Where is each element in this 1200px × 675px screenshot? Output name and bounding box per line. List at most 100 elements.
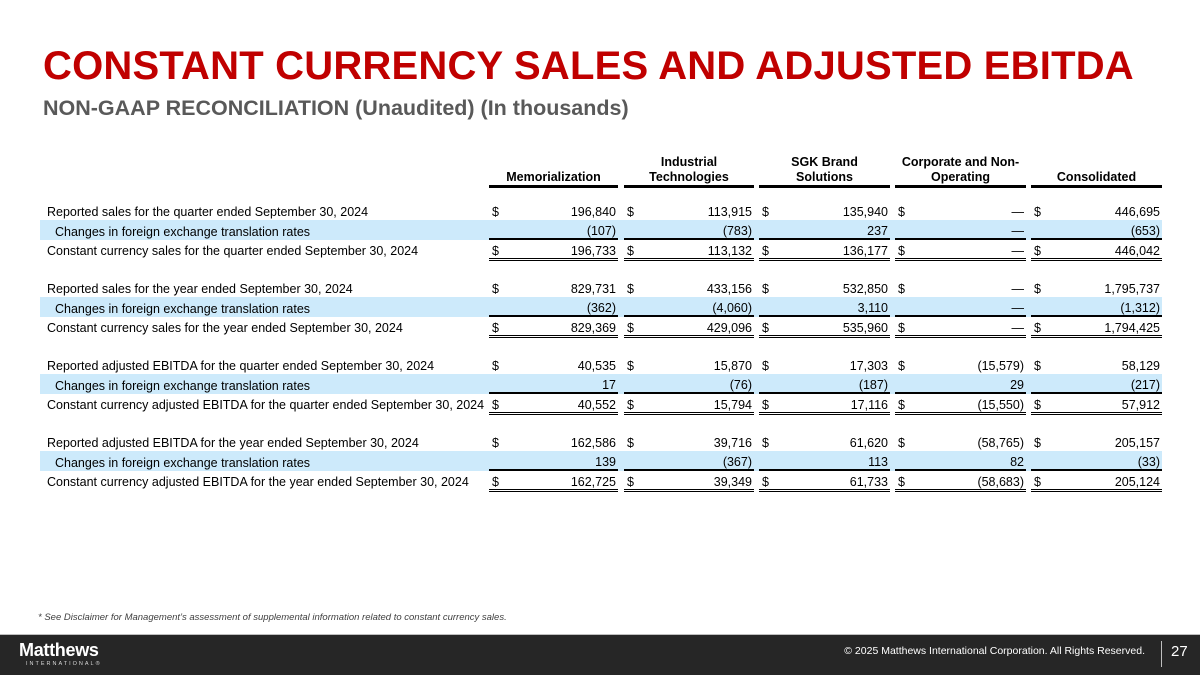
row-label: Constant currency adjusted EBITDA for th…	[47, 398, 485, 412]
cell-value: 196,840	[570, 205, 616, 219]
cell-value: 446,042	[1114, 244, 1160, 258]
column-header: Corporate and Non- Operating	[895, 155, 1026, 188]
currency-symbol: $	[627, 282, 634, 296]
cell-value: 136,177	[842, 244, 888, 258]
cell-value: —	[1011, 282, 1025, 296]
currency-symbol: $	[492, 475, 499, 489]
currency-symbol: $	[627, 475, 634, 489]
table-cell: $1,794,425	[1031, 318, 1162, 338]
table-cell: 237	[759, 220, 890, 240]
column-header: Memorialization	[489, 158, 618, 188]
currency-symbol: $	[762, 321, 769, 335]
cell-value: 135,940	[842, 205, 888, 219]
row-label: Reported adjusted EBITDA for the quarter…	[47, 359, 435, 373]
footer-bar: Matthews INTERNATIONAL® © 2025 Matthews …	[0, 634, 1200, 675]
currency-symbol: $	[1034, 321, 1041, 335]
table-cell: $ —	[895, 202, 1026, 222]
cell-value: 196,733	[570, 244, 616, 258]
currency-symbol: $	[627, 244, 634, 258]
column-header-label: Consolidated	[1056, 169, 1137, 184]
table-cell: $433,156	[624, 279, 754, 299]
table-cell: $446,042	[1031, 241, 1162, 261]
cell-value: (362)	[586, 301, 616, 315]
cell-value: 17,303	[849, 359, 888, 373]
cell-value: (15,550)	[977, 398, 1024, 412]
currency-symbol: $	[492, 205, 499, 219]
cell-value: 532,850	[842, 282, 888, 296]
table-cell: 17	[489, 374, 618, 394]
table-row: Constant currency adjusted EBITDA for th…	[40, 395, 1162, 415]
row-label: Changes in foreign exchange translation …	[55, 302, 311, 316]
table-row: Changes in foreign exchange translation …	[40, 297, 1162, 317]
table-cell: $ (15,550)	[895, 395, 1026, 415]
column-header-label: Memorialization	[506, 169, 601, 184]
cell-value: 17,116	[850, 398, 888, 412]
row-label: Reported adjusted EBITDA for the year en…	[47, 436, 419, 450]
currency-symbol: $	[1034, 436, 1041, 450]
cell-value: —	[1011, 321, 1025, 335]
table-row: Reported sales for the year ended Septem…	[40, 279, 1162, 299]
currency-symbol: $	[898, 475, 905, 489]
currency-symbol: $	[1034, 244, 1041, 258]
table-cell: $15,870	[624, 356, 754, 376]
row-label: Changes in foreign exchange translation …	[55, 225, 311, 239]
table-cell: $446,695	[1031, 202, 1162, 222]
footnote: * See Disclaimer for Management’s assess…	[38, 612, 507, 623]
cell-value: 39,716	[713, 436, 752, 450]
currency-symbol: $	[898, 359, 905, 373]
currency-symbol: $	[762, 436, 769, 450]
cell-value: (187)	[858, 378, 888, 392]
table-cell: $429,096	[624, 318, 754, 338]
cell-value: 237	[867, 224, 888, 238]
table-cell: (1,312)	[1031, 297, 1162, 317]
currency-symbol: $	[492, 244, 499, 258]
cell-value: 139	[595, 455, 616, 469]
table-cell: 29	[895, 374, 1026, 394]
currency-symbol: $	[492, 436, 499, 450]
table-cell: $136,177	[759, 241, 890, 261]
cell-value: 1,795,737	[1104, 282, 1160, 296]
currency-symbol: $	[627, 321, 634, 335]
table-cell: $17,303	[759, 356, 890, 376]
table-cell: $ —	[895, 279, 1026, 299]
table-cell: $ —	[895, 318, 1026, 338]
cell-value: 535,960	[842, 321, 888, 335]
table-cell: (187)	[759, 374, 890, 394]
currency-symbol: $	[898, 436, 905, 450]
row-label: Changes in foreign exchange translation …	[55, 456, 311, 470]
cell-value: (107)	[586, 224, 616, 238]
currency-symbol: $	[762, 244, 769, 258]
table-cell: $17,116	[759, 395, 890, 415]
page-subtitle: NON-GAAP RECONCILIATION (Unaudited) (In …	[43, 96, 629, 120]
cell-value: 162,725	[570, 475, 616, 489]
column-header-label: Corporate and Non- Operating	[901, 155, 1020, 184]
table-cell: (33)	[1031, 451, 1162, 471]
cell-value: 39,349	[713, 475, 752, 489]
currency-symbol: $	[1034, 282, 1041, 296]
table-cell: $532,850	[759, 279, 890, 299]
table-cell: (783)	[624, 220, 754, 240]
copyright-text: © 2025 Matthews International Corporatio…	[844, 645, 1145, 657]
table-cell: 113	[759, 451, 890, 471]
cell-value: (58,683)	[977, 475, 1024, 489]
currency-symbol: $	[627, 436, 634, 450]
currency-symbol: $	[492, 359, 499, 373]
currency-symbol: $	[762, 475, 769, 489]
cell-value: 40,535	[577, 359, 616, 373]
cell-value: 113,915	[707, 205, 752, 219]
table-cell: $ (58,765)	[895, 433, 1026, 453]
cell-value: —	[1011, 301, 1025, 315]
table-row: Reported adjusted EBITDA for the year en…	[40, 433, 1162, 453]
row-label: Constant currency sales for the year end…	[47, 321, 403, 335]
cell-value: 61,733	[849, 475, 888, 489]
table-cell: $205,157	[1031, 433, 1162, 453]
cell-value: —	[1011, 224, 1025, 238]
row-label: Constant currency sales for the quarter …	[47, 244, 419, 258]
cell-value: 433,156	[706, 282, 752, 296]
cell-value: (217)	[1130, 378, 1160, 392]
cell-value: 3,110	[857, 301, 888, 315]
currency-symbol: $	[1034, 205, 1041, 219]
table-cell: $ (58,683)	[895, 472, 1026, 492]
page-title: CONSTANT CURRENCY SALES AND ADJUSTED EBI…	[43, 44, 1134, 88]
table-cell: $162,725	[489, 472, 618, 492]
